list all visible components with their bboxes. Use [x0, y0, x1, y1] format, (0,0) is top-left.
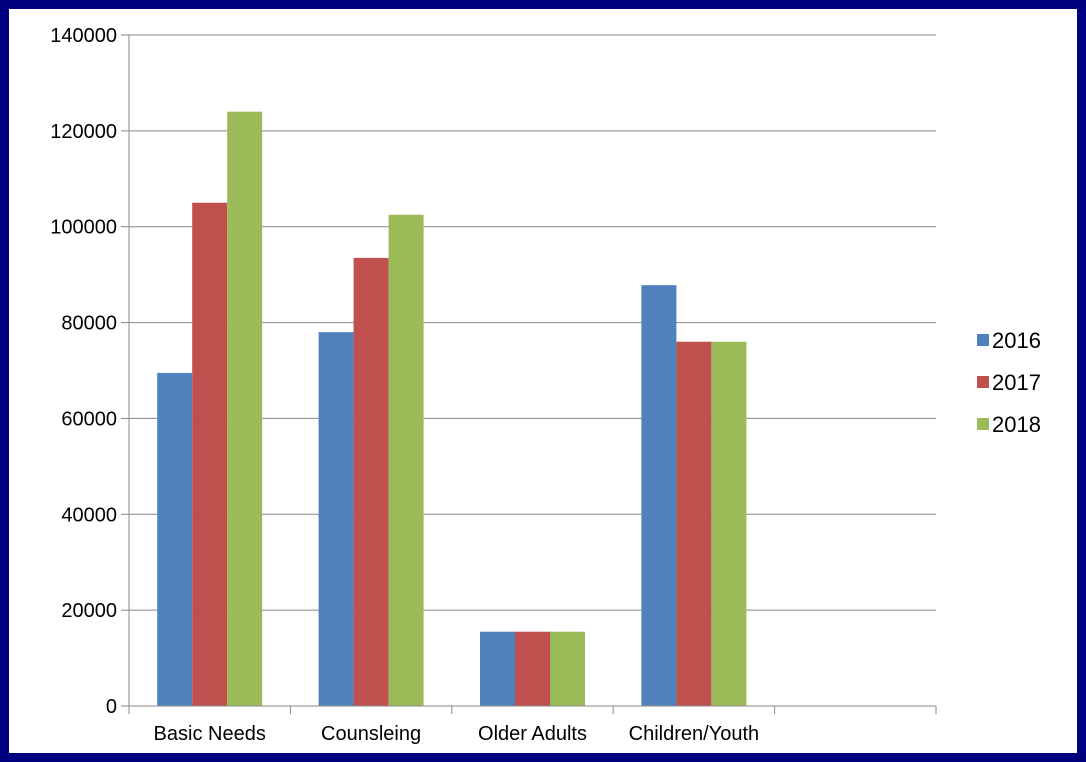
x-tick-label-children-youth: Children/Youth [629, 723, 759, 745]
bar-counsleing-2018 [388, 214, 424, 706]
bar-older-adults-2016 [480, 631, 515, 706]
bar-counsleing-2017 [353, 257, 389, 706]
bar-counsleing-2016 [318, 332, 354, 706]
bar-children-youth-2017 [676, 341, 712, 706]
axes [121, 34, 937, 714]
y-tick-label-0: 0 [106, 696, 117, 718]
y-tick-label-140000: 140000 [50, 25, 117, 47]
y-tick-label-40000: 40000 [61, 504, 117, 526]
y-tick-label-80000: 80000 [61, 313, 117, 335]
legend-label-2017: 2017 [992, 370, 1041, 395]
bar-older-adults-2017 [515, 631, 550, 706]
bar-chart: 0 20000 40000 60000 80000 100000 120000 140000 B… [50, 25, 1041, 745]
legend-label-2016: 2016 [992, 328, 1041, 353]
y-tick-label-100000: 100000 [50, 217, 117, 239]
y-tick-label-60000: 60000 [61, 408, 117, 430]
legend-swatch-2018 [977, 418, 989, 430]
bar-children-youth-2018 [711, 341, 747, 706]
x-tick-label-basic-needs: Basic Needs [154, 723, 266, 745]
legend-swatch-2016 [977, 334, 989, 346]
bar-basic-needs-2018 [227, 111, 263, 706]
gridlines [129, 34, 936, 611]
bar-basic-needs-2017 [192, 202, 228, 706]
bars [157, 111, 747, 706]
x-tick-label-counsleing: Counsleing [321, 723, 421, 745]
legend-label-2018: 2018 [992, 412, 1041, 437]
x-tick-label-older-adults: Older Adults [478, 723, 587, 745]
y-tick-label-20000: 20000 [61, 600, 117, 622]
chart-frame: 0 20000 40000 60000 80000 100000 120000 140000 B… [9, 9, 1077, 753]
bar-older-adults-2018 [550, 631, 585, 706]
legend-swatch-2017 [977, 376, 989, 388]
tick-labels: 0 20000 40000 60000 80000 100000 120000 140000 B… [50, 25, 759, 745]
bar-children-youth-2016 [641, 285, 677, 706]
y-tick-label-120000: 120000 [50, 121, 117, 143]
legend: 2016 2017 2018 [977, 328, 1041, 437]
bar-basic-needs-2016 [157, 372, 193, 706]
